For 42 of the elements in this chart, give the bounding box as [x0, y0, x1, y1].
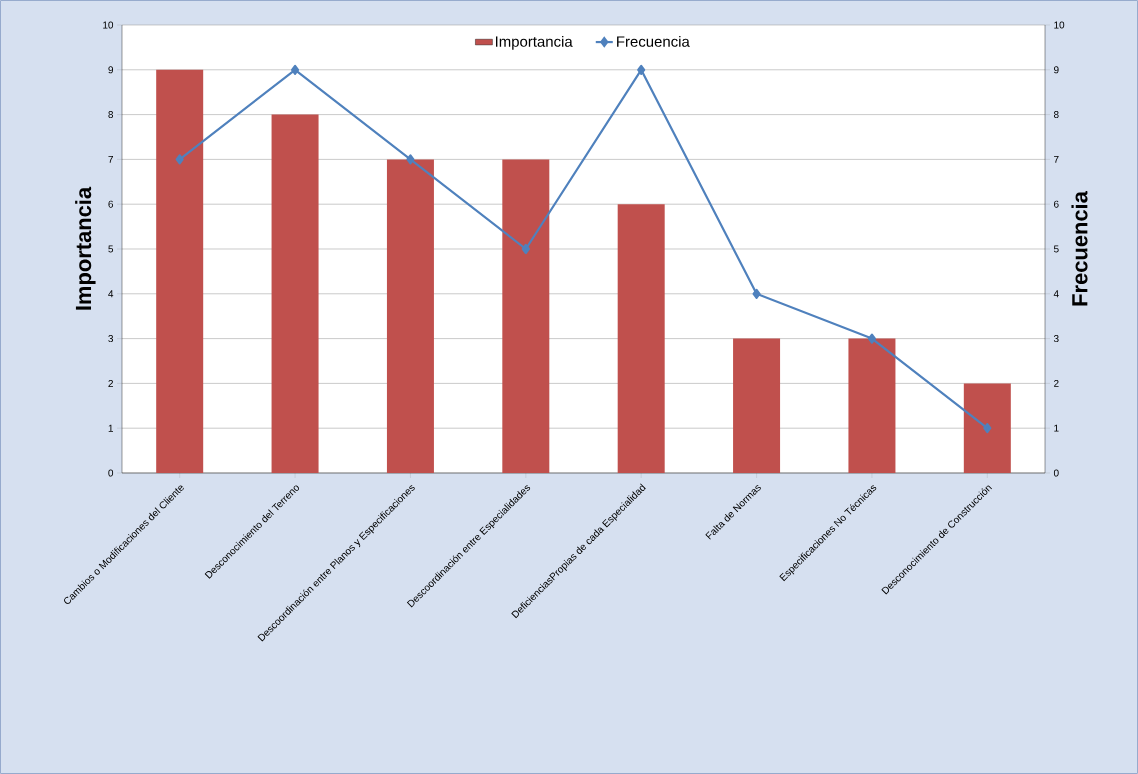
y-tick-label: 7: [108, 155, 113, 163]
y-tick-label: 6: [108, 200, 114, 208]
bar: [271, 114, 319, 473]
point: [983, 423, 992, 434]
bar: [963, 383, 1011, 473]
y2-tick-label: 5: [1053, 245, 1059, 253]
point: [637, 64, 646, 75]
y2-tick-label: 9: [1053, 66, 1059, 74]
y2-tick-label: 0: [1053, 469, 1059, 477]
y-tick-label: 10: [103, 21, 114, 29]
y2-axis-title: Frecuencia: [1071, 190, 1088, 306]
y-tick-label: 9: [108, 66, 114, 74]
y2-tick-label: 6: [1054, 200, 1059, 208]
point: [406, 154, 415, 165]
y2-tick-label: 3: [1053, 335, 1059, 343]
bar: [156, 69, 204, 473]
y2-tick-label: 7: [1054, 155, 1059, 163]
y-tick-label: 1: [108, 424, 113, 432]
y2-tick-label: 10: [1054, 21, 1065, 29]
point: [752, 288, 761, 299]
bar: [848, 338, 896, 473]
y2-tick-label: 4: [1053, 290, 1059, 298]
bar: [502, 159, 550, 473]
y2-tick-label: 1: [1054, 424, 1059, 432]
legend-label: Frecuencia: [617, 35, 690, 47]
bar: [733, 338, 781, 473]
bar: [386, 159, 434, 473]
y-tick-label: 3: [108, 335, 114, 343]
y2-tick-label: 8: [1053, 111, 1059, 119]
y-tick-label: 5: [108, 245, 114, 253]
y-axis-title: Importancia: [75, 186, 96, 310]
bar: [617, 204, 665, 473]
point: [175, 154, 184, 165]
y-tick-label: 2: [108, 379, 113, 387]
y2-tick-label: 2: [1054, 379, 1059, 387]
point: [521, 243, 530, 255]
y-tick-label: 0: [108, 469, 114, 477]
y-tick-label: 8: [108, 111, 114, 119]
point: [867, 333, 877, 344]
y-tick-label: 4: [108, 290, 114, 298]
legend-label: Importancia: [495, 35, 573, 50]
point: [290, 64, 300, 75]
